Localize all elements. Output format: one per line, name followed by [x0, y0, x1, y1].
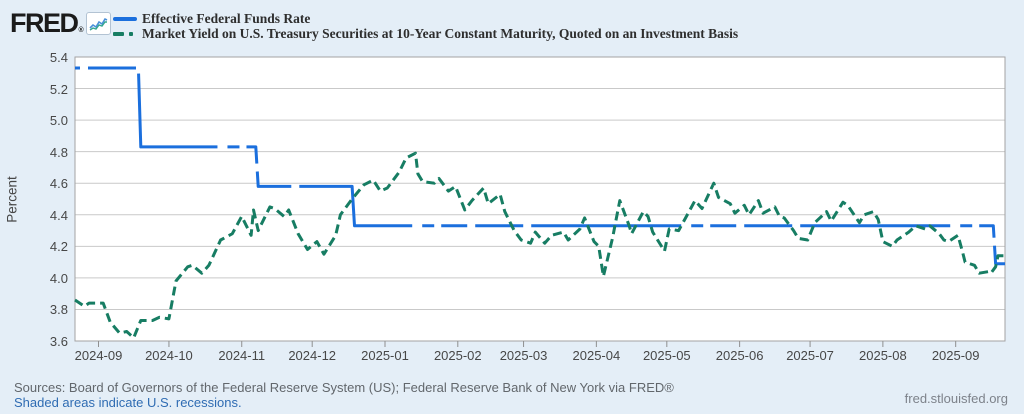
treasury-line-swatch: [113, 31, 137, 36]
legend-item-10y-treasury-yield: Market Yield on U.S. Treasury Securities…: [113, 26, 738, 41]
legend-label: Effective Federal Funds Rate: [142, 10, 311, 26]
plot-border: [74, 56, 1006, 342]
plot-background: [75, 57, 1005, 341]
fred-logo[interactable]: FRED ®: [10, 9, 111, 37]
x-tick-label: 2025-08: [859, 348, 907, 363]
site-link[interactable]: fred.stlouisfed.org: [904, 391, 1008, 406]
y-tick-label: 4.6: [49, 176, 68, 192]
y-tick-label: 5.0: [49, 113, 68, 129]
legend-item-effective-federal-funds-rate: Effective Federal Funds Rate: [113, 11, 738, 26]
recessions-link[interactable]: Shaded areas indicate U.S. recessions.: [14, 395, 242, 410]
y-tick-label: 4.8: [49, 144, 68, 160]
y-tick-label: 4.0: [49, 270, 68, 286]
x-tick-label: 2025-02: [433, 348, 482, 363]
y-tick-label: 5.4: [49, 50, 68, 65]
legend-label: Market Yield on U.S. Treasury Securities…: [142, 25, 739, 41]
x-tick-label: 2024-09: [74, 348, 123, 363]
sources-text: Sources: Board of Governors of the Feder…: [14, 380, 674, 395]
y-tick-label: 3.8: [49, 302, 68, 318]
y-tick-label: 4.4: [49, 207, 68, 223]
x-tick-label: 2025-04: [572, 348, 621, 363]
registered-mark: ®: [78, 27, 84, 34]
effr-line: [75, 66, 1005, 266]
y-tick-label: 3.6: [49, 334, 68, 349]
x-tick-label: 2025-06: [715, 348, 764, 363]
treasury-10y-line: [74, 151, 1005, 340]
x-tick-label: 2024-12: [288, 348, 337, 363]
x-tick-label: 2024-11: [218, 348, 266, 363]
x-tick-label: 2025-01: [361, 348, 409, 363]
y-axis-title: Percent: [4, 176, 20, 223]
y-tick-label: 4.2: [49, 239, 68, 255]
x-tick-label: 2025-05: [642, 348, 691, 363]
fred-chart-icon: [85, 11, 111, 35]
fred-logo-text: FRED: [10, 8, 79, 38]
y-tick-label: 5.2: [49, 81, 68, 97]
x-tick-label: 2025-09: [931, 348, 980, 363]
legend: Effective Federal Funds Rate Market Yiel…: [113, 11, 738, 41]
x-tick-label: 2025-07: [786, 348, 834, 363]
effr-line-swatch: [113, 16, 137, 21]
x-tick-label: 2024-10: [145, 348, 193, 363]
x-tick-label: 2025-03: [499, 348, 548, 363]
